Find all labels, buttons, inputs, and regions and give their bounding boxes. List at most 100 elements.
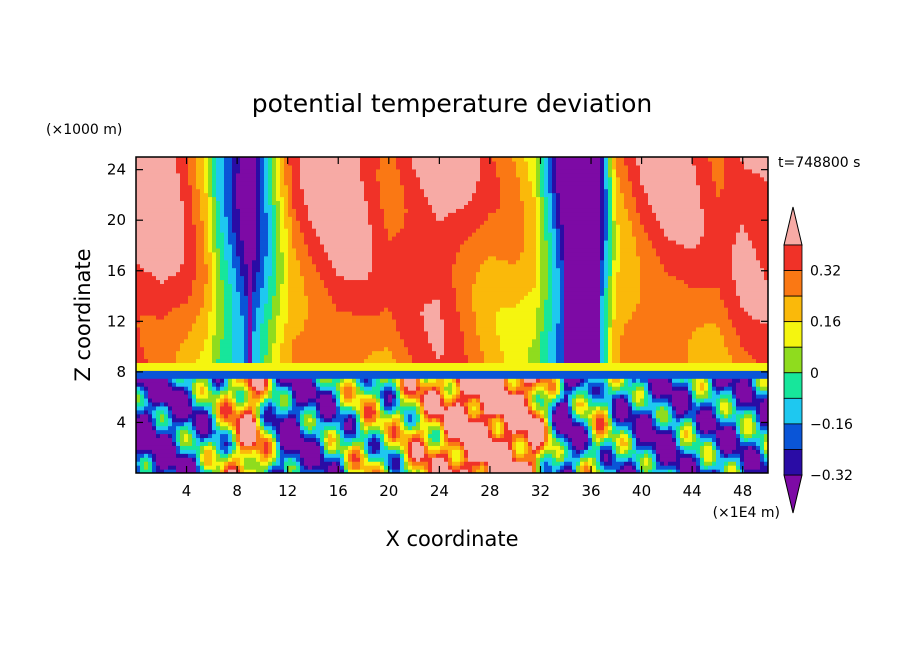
field-cell bbox=[260, 449, 265, 454]
field-cell bbox=[244, 401, 249, 407]
field-cell bbox=[268, 180, 273, 186]
field-cell bbox=[248, 275, 253, 281]
field-cell bbox=[280, 437, 285, 442]
field-cell bbox=[296, 421, 301, 427]
field-cell bbox=[332, 461, 337, 466]
field-cell bbox=[164, 180, 169, 186]
field-cell bbox=[228, 283, 233, 288]
field-cell bbox=[220, 326, 225, 332]
field-cell bbox=[328, 271, 333, 277]
field-cell bbox=[148, 315, 153, 320]
field-cell bbox=[248, 255, 253, 261]
field-cell bbox=[316, 247, 321, 253]
field-cell bbox=[352, 417, 357, 423]
field-cell bbox=[240, 283, 245, 288]
field-cell bbox=[208, 441, 213, 446]
field-cell bbox=[252, 311, 257, 316]
field-cell bbox=[328, 346, 333, 352]
field-cell bbox=[148, 168, 153, 174]
field-cell bbox=[276, 157, 281, 162]
field-cell bbox=[316, 311, 321, 316]
field-cell bbox=[240, 267, 245, 273]
field-cell bbox=[384, 405, 389, 411]
field-cell bbox=[184, 216, 189, 221]
field-cell bbox=[176, 267, 181, 273]
field-cell bbox=[280, 204, 285, 209]
field-cell bbox=[160, 267, 165, 273]
field-cell bbox=[284, 405, 289, 411]
field-cell bbox=[340, 354, 345, 360]
field-cell bbox=[236, 228, 241, 233]
field-cell bbox=[136, 358, 141, 363]
field-cell bbox=[200, 401, 205, 407]
field-cell bbox=[300, 370, 305, 375]
field-cell bbox=[152, 429, 157, 435]
field-cell bbox=[328, 160, 333, 166]
field-cell bbox=[316, 216, 321, 221]
field-cell bbox=[156, 287, 161, 292]
field-cell bbox=[140, 397, 145, 403]
field-cell bbox=[264, 421, 269, 427]
field-cell bbox=[228, 370, 233, 375]
field-cell bbox=[256, 425, 261, 431]
field-cell bbox=[236, 267, 241, 273]
field-cell bbox=[332, 386, 337, 391]
field-cell bbox=[332, 437, 337, 442]
field-cell bbox=[148, 311, 153, 316]
field-cell bbox=[300, 259, 305, 265]
field-cell bbox=[352, 397, 357, 403]
field-cell bbox=[200, 267, 205, 273]
field-cell bbox=[296, 322, 301, 328]
field-cell bbox=[352, 192, 357, 198]
field-cell bbox=[312, 172, 317, 178]
field-cell bbox=[300, 255, 305, 261]
field-cell bbox=[156, 275, 161, 281]
field-cell bbox=[308, 168, 313, 174]
field-cell bbox=[136, 374, 141, 379]
field-cell bbox=[200, 382, 205, 387]
field-cell bbox=[212, 330, 217, 336]
field-cell bbox=[340, 204, 345, 209]
field-cell bbox=[368, 362, 373, 367]
field-cell bbox=[364, 378, 369, 383]
field-cell bbox=[296, 342, 301, 348]
field-cell bbox=[248, 315, 253, 320]
field-cell bbox=[152, 378, 157, 383]
field-cell bbox=[240, 208, 245, 213]
field-cell bbox=[172, 232, 177, 237]
field-cell bbox=[312, 326, 317, 332]
field-cell bbox=[320, 421, 325, 427]
field-cell bbox=[204, 390, 209, 395]
field-cell bbox=[372, 232, 377, 237]
field-cell bbox=[144, 216, 149, 221]
field-cell bbox=[344, 405, 349, 411]
field-cell bbox=[340, 342, 345, 348]
field-cell bbox=[316, 401, 321, 407]
field-cell bbox=[144, 287, 149, 292]
field-cell bbox=[332, 445, 337, 450]
field-cell bbox=[248, 378, 253, 383]
field-cell bbox=[280, 303, 285, 308]
field-cell bbox=[380, 417, 385, 423]
field-cell bbox=[156, 239, 161, 245]
field-cell bbox=[236, 386, 241, 391]
field-cell bbox=[204, 228, 209, 233]
field-cell bbox=[200, 429, 205, 435]
field-cell bbox=[136, 228, 141, 233]
field-cell bbox=[188, 382, 193, 387]
field-cell bbox=[240, 212, 245, 217]
field-cell bbox=[288, 370, 293, 375]
field-cell bbox=[140, 283, 145, 288]
field-cell bbox=[236, 465, 241, 470]
field-cell bbox=[180, 192, 185, 198]
field-cell bbox=[160, 465, 165, 470]
field-cell bbox=[188, 338, 193, 344]
field-cell bbox=[232, 291, 237, 296]
field-cell bbox=[276, 374, 281, 379]
field-cell bbox=[368, 220, 373, 225]
field-cell bbox=[228, 322, 233, 328]
field-cell bbox=[268, 160, 273, 166]
field-cell bbox=[248, 441, 253, 446]
field-cell bbox=[296, 247, 301, 253]
field-cell bbox=[220, 271, 225, 277]
